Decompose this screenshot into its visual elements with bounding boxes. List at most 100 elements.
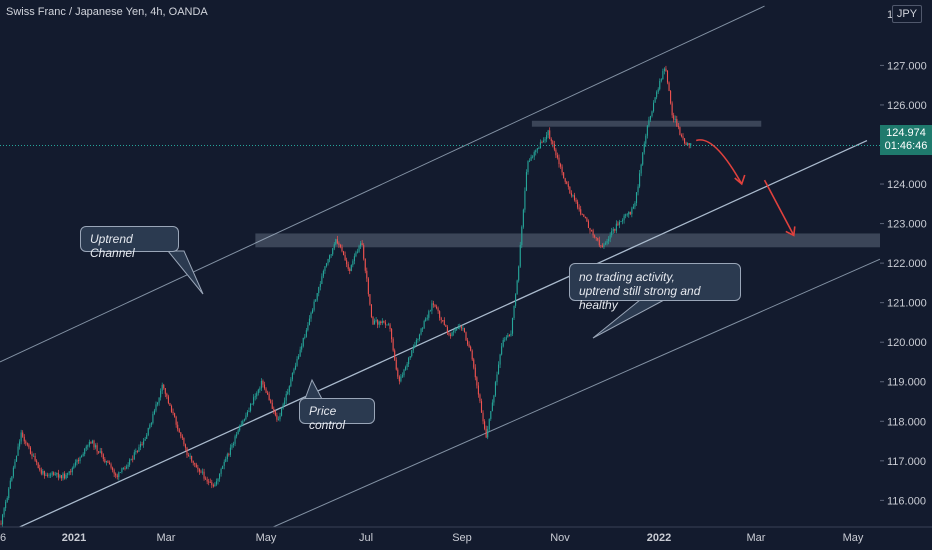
- candle-body-59: [91, 440, 93, 444]
- candle-body-145: [225, 458, 227, 462]
- candle-body-335: [519, 245, 521, 267]
- candle-body-396: [614, 228, 616, 231]
- time-axis[interactable]: 6 2021 Mar May Jul Sep Nov 2022 Mar May: [0, 526, 932, 550]
- candle-body-20: [31, 453, 33, 457]
- currency-button[interactable]: JPY: [892, 5, 922, 23]
- candle-body-71: [110, 464, 112, 468]
- candle-body-132: [205, 478, 207, 480]
- candle-body-156: [242, 421, 244, 425]
- candle-body-381: [591, 230, 593, 232]
- candle-body-318: [493, 395, 495, 403]
- candle-body-282: [437, 308, 439, 312]
- candle-body-435: [674, 118, 676, 120]
- candle-body-161: [250, 404, 252, 411]
- candle-body-201: [312, 309, 314, 313]
- candle-body-135: [209, 481, 211, 483]
- candle-body-257: [398, 376, 400, 382]
- candle-body-160: [248, 410, 250, 412]
- candle-body-44: [68, 471, 70, 474]
- candle-body-176: [273, 408, 275, 411]
- candle-body-215: [333, 244, 335, 249]
- candle-body-67: [104, 458, 106, 463]
- candle-body-230: [356, 251, 359, 253]
- candle-body-121: [188, 455, 190, 457]
- candle-body-303: [470, 346, 472, 351]
- candle-body-270: [418, 334, 421, 339]
- candle-body-112: [174, 413, 176, 417]
- candle-body-241: [374, 320, 376, 325]
- candle-body-33: [51, 472, 53, 475]
- candle-body-182: [282, 404, 284, 409]
- price-control-label[interactable]: Price control: [299, 398, 375, 432]
- candle-body-362: [561, 166, 563, 173]
- no-trading-activity-label[interactable]: no trading activity, uptrend still stron…: [569, 263, 741, 312]
- price-axis[interactable]: 127.000126.000125.000124.000123.000122.0…: [880, 0, 932, 550]
- candle-body-47: [73, 465, 75, 468]
- candle-body-385: [597, 238, 599, 241]
- candle-body-92: [143, 440, 145, 445]
- candle-body-113: [175, 416, 177, 425]
- candle-body-38: [59, 475, 61, 478]
- candle-body-251: [389, 324, 391, 329]
- candle-body-412: [639, 173, 641, 187]
- candle-body-21: [33, 455, 35, 457]
- candle-body-103: [160, 390, 162, 398]
- uptrend-channel-label[interactable]: Uptrend Channel: [80, 226, 179, 260]
- candle-body-247: [383, 320, 385, 323]
- candle-body-248: [384, 322, 386, 325]
- candle-body-380: [589, 227, 591, 231]
- candle-body-105: [163, 384, 165, 389]
- note-line-2: uptrend still strong and healthy: [579, 284, 701, 312]
- candle-body-275: [426, 317, 428, 319]
- candle-body-413: [640, 164, 642, 174]
- candle-body-79: [122, 467, 124, 469]
- candle-body-351: [544, 139, 546, 141]
- candles: [0, 65, 692, 527]
- candle-body-80: [124, 467, 126, 469]
- candle-body-127: [197, 467, 199, 470]
- candle-body-392: [608, 239, 610, 241]
- candle-body-302: [468, 344, 470, 347]
- candle-body-289: [448, 332, 450, 335]
- candle-body-445: [690, 143, 692, 146]
- candle-body-411: [637, 186, 639, 193]
- candle-body-191: [296, 358, 298, 366]
- candle-body-365: [566, 181, 568, 184]
- candle-body-322: [499, 354, 501, 365]
- last-price-value: 124.974: [886, 127, 926, 139]
- candle-body-62: [96, 445, 98, 452]
- candle-body-349: [541, 142, 543, 144]
- candle-body-6: [9, 480, 11, 489]
- candle-body-438: [679, 127, 681, 135]
- candle-body-166: [257, 389, 259, 394]
- candle-body-308: [477, 385, 479, 395]
- chart-title: Swiss Franc / Japanese Yen, 4h, OANDA: [6, 6, 208, 18]
- candle-body-96: [149, 424, 151, 428]
- candle-body-354: [549, 130, 551, 139]
- candle-body-115: [178, 429, 180, 433]
- candle-body-75: [116, 475, 118, 478]
- candle-body-70: [108, 462, 111, 465]
- candle-body-165: [256, 393, 258, 397]
- candle-body-404: [626, 214, 628, 216]
- candle-body-313: [485, 428, 487, 438]
- candle-body-37: [57, 472, 59, 478]
- arrowhead-2: [785, 226, 796, 237]
- candle-body-345: [535, 150, 537, 153]
- candle-body-395: [612, 228, 614, 232]
- candle-body-252: [391, 328, 393, 340]
- candle-body-373: [578, 207, 580, 210]
- candle-body-139: [215, 481, 217, 485]
- candle-body-274: [425, 318, 427, 322]
- candle-body-388: [601, 245, 603, 247]
- last-price-tag: 124.974 01:46:46: [880, 125, 932, 155]
- candle-body-130: [201, 471, 204, 473]
- candle-body-63: [98, 451, 100, 453]
- candle-body-265: [411, 350, 413, 357]
- candle-body-64: [99, 451, 101, 453]
- candle-body-276: [428, 311, 430, 318]
- candle-body-208: [322, 270, 324, 277]
- candle-body-416: [645, 135, 647, 144]
- candle-body-173: [268, 394, 270, 401]
